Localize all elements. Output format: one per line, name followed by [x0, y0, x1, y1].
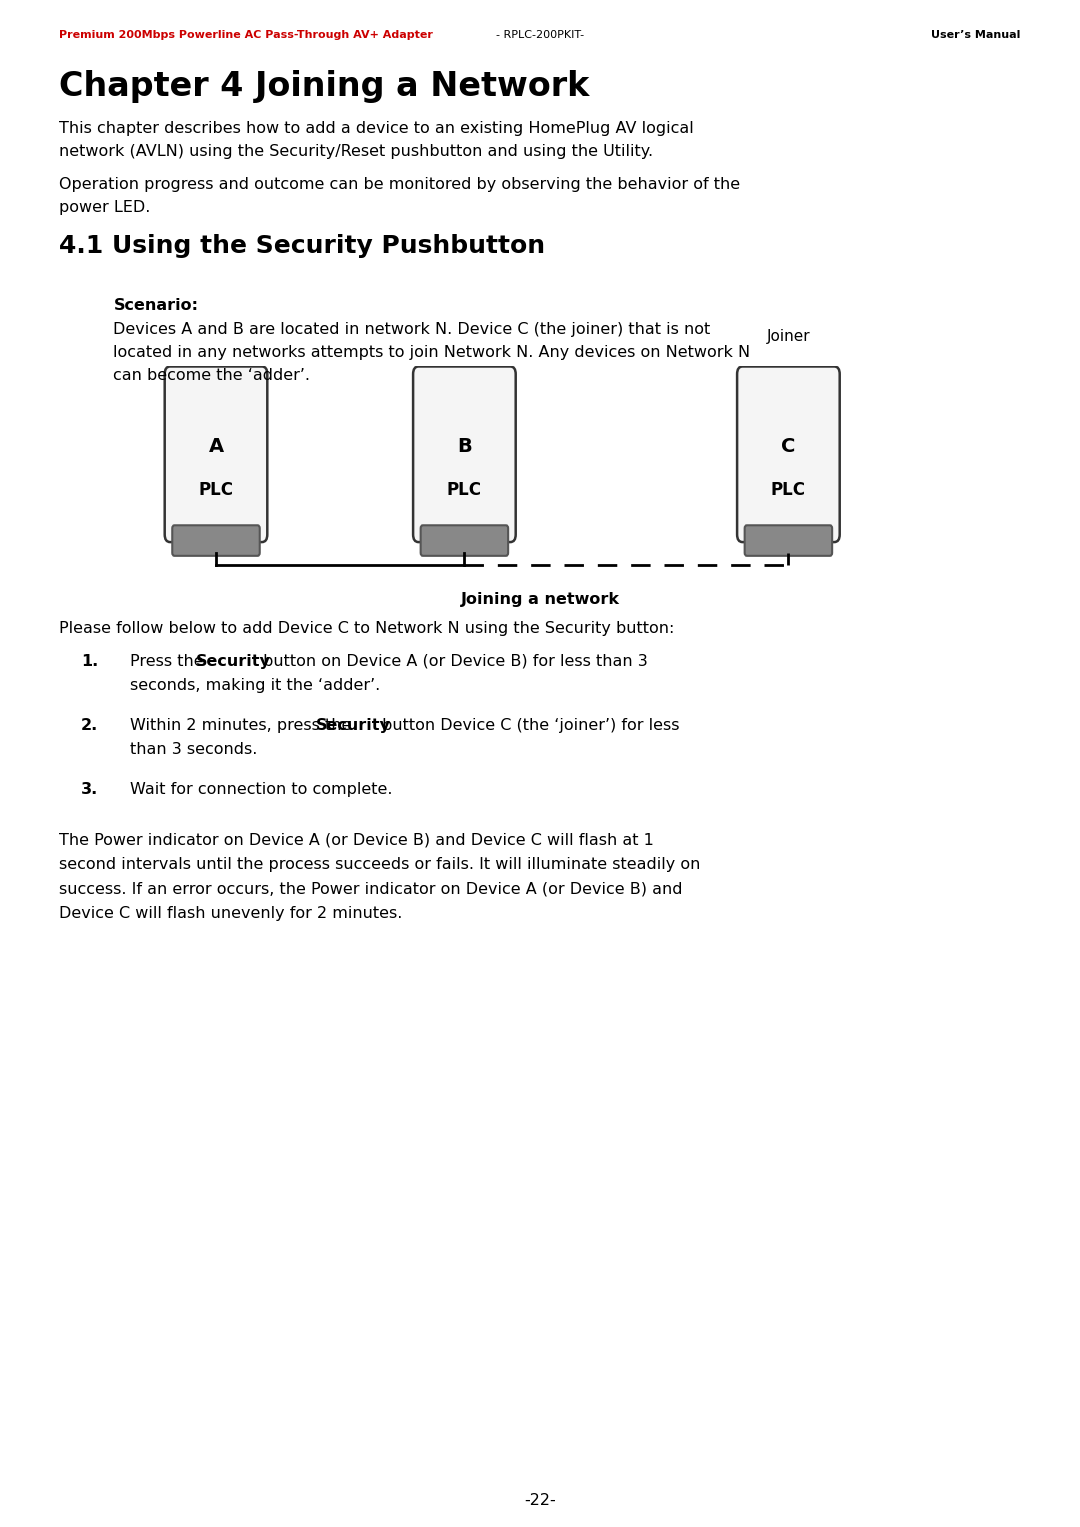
Text: 4.1 Using the Security Pushbutton: 4.1 Using the Security Pushbutton: [59, 234, 545, 258]
Text: PLC: PLC: [199, 481, 233, 498]
FancyBboxPatch shape: [164, 366, 267, 542]
Text: User’s Manual: User’s Manual: [931, 31, 1021, 40]
Text: seconds, making it the ‘adder’.: seconds, making it the ‘adder’.: [130, 678, 380, 693]
Text: Operation progress and outcome can be monitored by observing the behavior of the: Operation progress and outcome can be mo…: [59, 177, 741, 192]
Text: Scenario:: Scenario:: [113, 298, 199, 313]
FancyBboxPatch shape: [737, 366, 840, 542]
Text: Joiner: Joiner: [767, 328, 810, 344]
Text: Device C will flash unevenly for 2 minutes.: Device C will flash unevenly for 2 minut…: [59, 906, 403, 921]
Text: Press the: Press the: [130, 654, 208, 669]
Text: This chapter describes how to add a device to an existing HomePlug AV logical: This chapter describes how to add a devi…: [59, 121, 694, 136]
Text: second intervals until the process succeeds or fails. It will illuminate steadil: second intervals until the process succe…: [59, 857, 701, 872]
Text: located in any networks attempts to join Network N. Any devices on Network N: located in any networks attempts to join…: [113, 345, 751, 360]
Text: 2.: 2.: [81, 718, 98, 733]
FancyBboxPatch shape: [413, 366, 516, 542]
Text: B: B: [457, 437, 472, 455]
FancyBboxPatch shape: [744, 525, 832, 556]
Text: C: C: [781, 437, 796, 455]
FancyBboxPatch shape: [173, 525, 260, 556]
Text: PLC: PLC: [447, 481, 482, 498]
Text: than 3 seconds.: than 3 seconds.: [130, 742, 257, 757]
Text: Wait for connection to complete.: Wait for connection to complete.: [130, 782, 392, 797]
Text: The Power indicator on Device A (or Device B) and Device C will flash at 1: The Power indicator on Device A (or Devi…: [59, 832, 654, 847]
Text: 1.: 1.: [81, 654, 98, 669]
Text: Security: Security: [315, 718, 391, 733]
Text: can become the ‘adder’.: can become the ‘adder’.: [113, 368, 310, 383]
Text: power LED.: power LED.: [59, 200, 151, 215]
Text: button Device C (the ‘joiner’) for less: button Device C (the ‘joiner’) for less: [377, 718, 679, 733]
Text: - RPLC-200PKIT-: - RPLC-200PKIT-: [496, 31, 584, 40]
Text: PLC: PLC: [771, 481, 806, 498]
Text: A: A: [208, 437, 224, 455]
Text: Chapter 4 Joining a Network: Chapter 4 Joining a Network: [59, 70, 590, 104]
Text: button on Device A (or Device B) for less than 3: button on Device A (or Device B) for les…: [258, 654, 648, 669]
Text: 3.: 3.: [81, 782, 98, 797]
Text: Premium 200Mbps Powerline AC Pass-Through AV+ Adapter: Premium 200Mbps Powerline AC Pass-Throug…: [59, 31, 433, 40]
Text: Security: Security: [197, 654, 271, 669]
Text: Joining a network: Joining a network: [460, 592, 620, 608]
Text: Within 2 minutes, press the: Within 2 minutes, press the: [130, 718, 356, 733]
Text: -22-: -22-: [524, 1493, 556, 1509]
Text: Devices A and B are located in network N. Device C (the joiner) that is not: Devices A and B are located in network N…: [113, 322, 711, 337]
Text: Please follow below to add Device C to Network N using the Security button:: Please follow below to add Device C to N…: [59, 621, 675, 637]
Text: network (AVLN) using the Security/Reset pushbutton and using the Utility.: network (AVLN) using the Security/Reset …: [59, 144, 653, 159]
Text: success. If an error occurs, the Power indicator on Device A (or Device B) and: success. If an error occurs, the Power i…: [59, 881, 683, 896]
FancyBboxPatch shape: [421, 525, 508, 556]
